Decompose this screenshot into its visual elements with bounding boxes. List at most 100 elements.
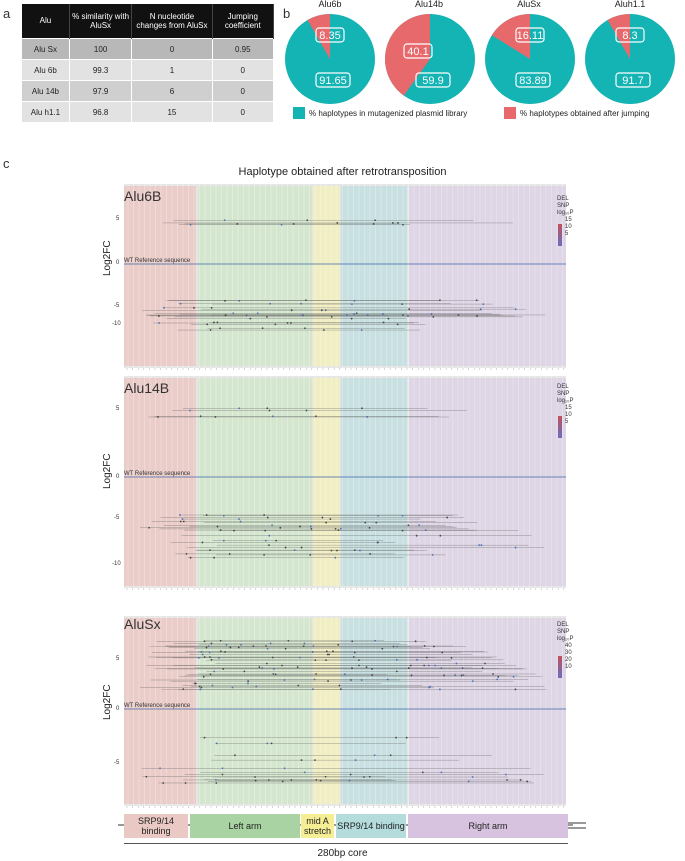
pie-label-library: 91.7 <box>615 72 651 88</box>
table-header: N nucleotide changes from AluSx <box>131 4 213 39</box>
table-cell: 1 <box>131 59 213 81</box>
pie-slice-jumping <box>491 14 530 59</box>
svg-text:59.9: 59.9 <box>422 75 443 87</box>
table-header: Jumping coefficient <box>212 4 275 39</box>
pie-label-jumping: 16.11 <box>515 27 545 43</box>
table-cell: 0 <box>131 38 213 60</box>
table-row: Alu 6b 99.3 1 0 <box>22 59 275 81</box>
y-axis-label: Log2FC <box>102 684 113 720</box>
table-row: Alu Sx 100 0 0.95 <box>22 38 275 60</box>
domain-line-end <box>568 822 586 824</box>
pie-charts: 8.35 91.65 40.1 59.9 16.11 83.89 8.3 91.7 <box>285 14 675 104</box>
table-cell: Alu h1.1 <box>22 101 70 122</box>
legend-teal-swatch <box>293 107 305 119</box>
haplotype-plot-1 <box>124 376 566 590</box>
table-header: Alu <box>22 4 70 39</box>
legend-tick: 5 <box>565 231 569 237</box>
table-cell: Alu 6b <box>22 59 70 81</box>
table-cell: 0 <box>212 59 275 81</box>
domain-left-arm: Left arm <box>190 814 300 838</box>
plot-legend: DEL SNP log₁₀P 15 10 5 <box>557 196 574 238</box>
legend-logp: log₁₀P <box>557 636 574 642</box>
table-cell: 0.95 <box>212 38 275 60</box>
pie-slice-jumping <box>607 14 630 59</box>
y-tick: -5 <box>114 303 120 309</box>
y-tick: 5 <box>116 216 120 222</box>
table-cell: 0 <box>212 80 275 102</box>
y-tick: 0 <box>116 260 120 266</box>
svg-text:8.35: 8.35 <box>319 30 340 42</box>
pie-label-jumping: 8.3 <box>615 27 645 43</box>
pie-title: AluSx <box>517 0 541 9</box>
table-cell: 97.9 <box>69 80 133 102</box>
y-tick: -10 <box>112 321 121 327</box>
panel-label-a: a <box>3 6 11 21</box>
y-tick: 5 <box>116 656 120 662</box>
legend-tick: 30 <box>565 650 572 656</box>
legend-tick: 5 <box>565 419 569 425</box>
legend-library: % haplotypes in mutagenized plasmid libr… <box>293 107 467 119</box>
table-cell: 6 <box>131 80 213 102</box>
y-tick: -5 <box>114 515 120 521</box>
plot-name-alu14b: Alu14B <box>124 380 170 396</box>
y-axis-label: Log2FC <box>102 240 113 276</box>
y-tick: 0 <box>116 474 120 480</box>
table-row: Alu 14b 97.9 6 0 <box>22 80 275 102</box>
pie-title: Alu14b <box>414 0 444 9</box>
legend-snp: SNP <box>557 391 570 397</box>
svg-text:16.11: 16.11 <box>517 30 544 42</box>
core-line <box>124 843 568 844</box>
pie-label-jumping: 8.35 <box>315 27 345 43</box>
table-cell: 15 <box>131 101 213 122</box>
domain-right-arm: Right arm <box>408 814 568 838</box>
pie-slice-jumping <box>385 14 430 96</box>
plot-legend: DEL SNP log₁₀P 40 30 20 10 <box>557 622 574 671</box>
table-cell: 100 <box>69 38 133 60</box>
svg-text:83.89: 83.89 <box>519 75 547 87</box>
pie-label-library: 59.9 <box>415 72 451 88</box>
y-tick: -5 <box>114 760 120 766</box>
domain-line-end <box>568 827 586 829</box>
pie-label-jumping: 40.1 <box>403 43 433 59</box>
core-label: 280bp core <box>317 848 368 859</box>
panel-label-b: b <box>283 6 291 21</box>
y-tick: 0 <box>116 706 120 712</box>
wt-reference-label: WT Reference sequence <box>124 471 191 477</box>
legend-tick: 15 <box>565 405 572 411</box>
table-header: % similarity with AluSx <box>69 4 133 39</box>
svg-text:40.1: 40.1 <box>407 46 428 58</box>
domain-mid-a: mid A stretch <box>301 814 334 838</box>
legend-logp: log₁₀P <box>557 210 574 216</box>
plot-name-alu6b: Alu6B <box>124 188 162 204</box>
pie-label-library: 91.65 <box>315 72 351 88</box>
legend-tick: 10 <box>565 224 572 230</box>
alu-comparison-table: Alu % similarity with AluSx N nucleotide… <box>22 4 275 122</box>
pie-label-library: 83.89 <box>515 72 551 88</box>
legend-logp: log₁₀P <box>557 398 574 404</box>
table-cell: 96.8 <box>69 101 133 122</box>
legend-salmon-swatch <box>504 107 516 119</box>
y-tick: -10 <box>112 561 121 567</box>
plot-name-alusx: AluSx <box>124 616 161 632</box>
wt-reference-label: WT Reference sequence <box>124 703 191 709</box>
plot-legend: DEL SNP log₁₀P 15 10 5 <box>557 384 574 426</box>
svg-text:8.3: 8.3 <box>622 30 637 42</box>
pie-slice-jumping <box>307 14 330 59</box>
haplotype-plot-0 <box>124 184 566 370</box>
haplotype-plot-2 <box>124 616 566 808</box>
table-cell: 99.3 <box>69 59 133 81</box>
legend-jumping: % haplotypes obtained after jumping <box>504 107 649 119</box>
panel-label-c: c <box>3 156 10 171</box>
y-axis-label: Log2FC <box>102 453 113 489</box>
pie-title: Alu6b <box>318 0 342 9</box>
legend-tick: 10 <box>565 412 572 418</box>
legend-tick: 40 <box>565 643 572 649</box>
legend-jumping-label: % haplotypes obtained after jumping <box>520 108 650 118</box>
legend-library-label: % haplotypes in mutagenized plasmid libr… <box>309 108 468 118</box>
domain-srp-left: SRP9/14 binding <box>124 814 188 838</box>
svg-text:91.65: 91.65 <box>319 75 347 87</box>
legend-snp: SNP <box>557 203 570 209</box>
table-cell: Alu 14b <box>22 80 70 102</box>
table-cell: Alu Sx <box>22 38 70 60</box>
